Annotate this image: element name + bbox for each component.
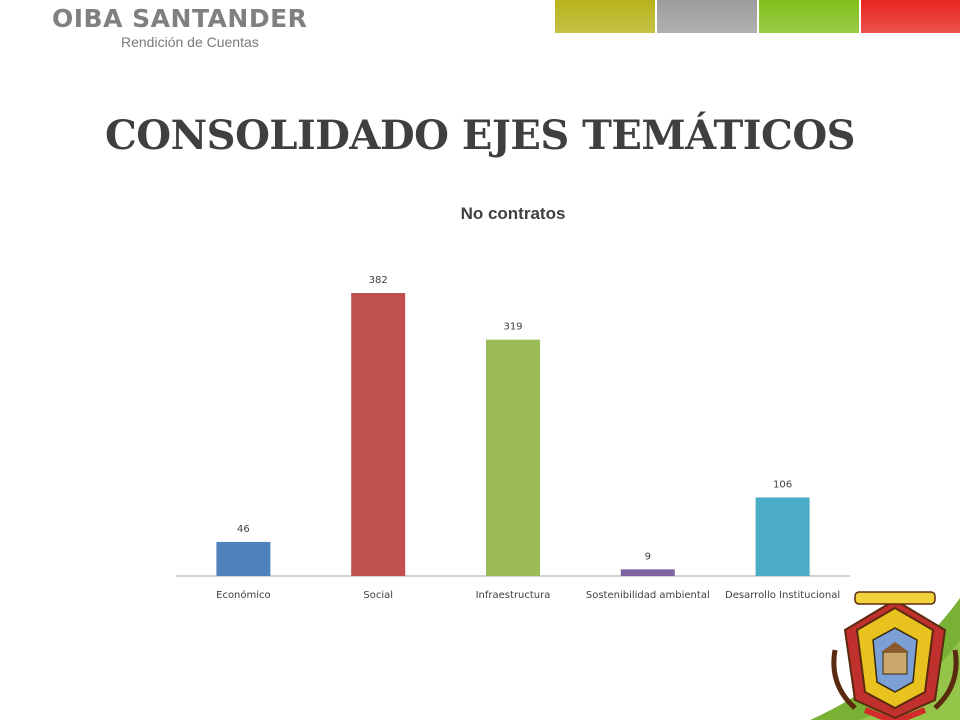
- stripe-red: [861, 0, 960, 33]
- chart-title: No contratos: [461, 204, 566, 223]
- stripe-green: [759, 0, 859, 33]
- category-label-0: Económico: [216, 589, 271, 601]
- stripe-olive: [555, 0, 655, 33]
- category-label-3: Sostenibilidad ambiental: [586, 590, 710, 601]
- brand-subtitle: Rendición de Cuentas: [121, 34, 259, 50]
- data-label-0: 46: [237, 524, 250, 535]
- data-label-4: 106: [773, 479, 792, 490]
- bar-4: [755, 497, 810, 576]
- category-label-4: Desarrollo Institucional: [725, 590, 840, 601]
- data-label-3: 9: [645, 551, 651, 562]
- color-stripes: [555, 0, 960, 33]
- data-label-2: 319: [503, 322, 522, 333]
- brand-title: OIBA SANTANDER: [52, 4, 308, 33]
- bar-0: [216, 541, 271, 576]
- coat-of-arms-icon: [831, 591, 959, 720]
- bar-3: [620, 569, 675, 576]
- page-title: CONSOLIDADO EJES TEMÁTICOS: [104, 112, 856, 159]
- category-label-2: Infraestructura: [476, 590, 551, 601]
- data-label-1: 382: [369, 275, 388, 286]
- stripe-gray: [657, 0, 757, 33]
- corner-decoration: [810, 591, 960, 720]
- bar-2: [486, 339, 540, 576]
- brand-header: OIBA SANTANDER: [52, 2, 307, 36]
- bar-1: [351, 293, 406, 576]
- category-label-1: Social: [363, 590, 393, 601]
